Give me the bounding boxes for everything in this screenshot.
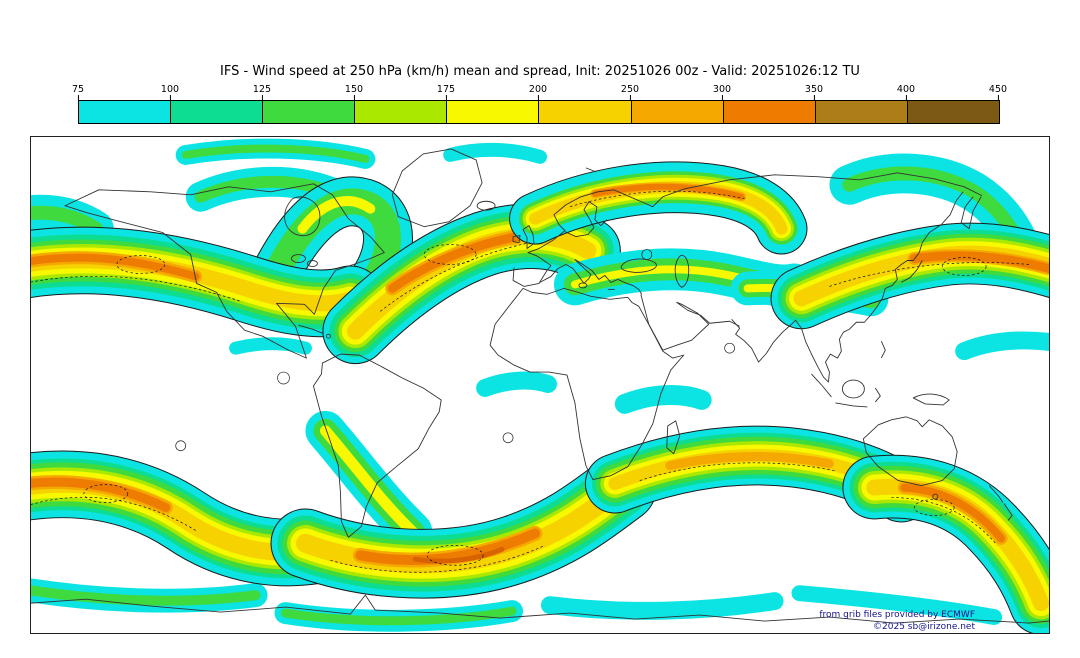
coastline-africa	[489, 287, 685, 481]
colorbar	[78, 100, 1000, 124]
world-wind-map	[31, 137, 1049, 633]
colorbar-tick-label: 400	[896, 84, 916, 100]
coastline-south-america	[312, 353, 442, 538]
colorbar-tick-label: 150	[344, 84, 364, 100]
coastline-iceland	[476, 200, 496, 211]
colorbar-cell	[815, 101, 908, 123]
coastline-india-se-asia	[731, 191, 964, 383]
colorbar-tick-label: 175	[436, 84, 456, 100]
coastline-australia	[862, 416, 958, 487]
coastline-mediterranean-north	[539, 259, 643, 295]
coastlines	[31, 148, 1049, 624]
chart-title: IFS - Wind speed at 250 hPa (km/h) mean …	[220, 64, 860, 79]
coastline-svalbard	[585, 167, 597, 173]
coastline-europe-arctic	[512, 172, 983, 287]
coastline-new-zealand-south	[1003, 503, 1013, 521]
coastline-sulawesi	[874, 387, 881, 403]
coastline-black-sea	[620, 258, 657, 273]
colorbar-tick-label: 300	[712, 84, 732, 100]
colorbar-cell	[723, 101, 816, 123]
coastline-tasmania	[932, 493, 939, 500]
coastline-java	[835, 402, 868, 408]
coastline-great-lakes-2	[307, 260, 318, 267]
colorbar-tick-label: 125	[252, 84, 272, 100]
coastline-new-guinea	[912, 393, 950, 406]
colorbar-tick-label: 100	[160, 84, 180, 100]
coastline-hudson-bay	[284, 196, 321, 237]
colorbar-cell	[539, 101, 632, 123]
coastline-sicily	[578, 282, 588, 289]
colorbar-tick-label: 350	[804, 84, 824, 100]
coastline-ireland	[512, 235, 521, 244]
attribution-source: from grib files provided by ECMWF	[819, 610, 975, 620]
colorbar-tick-label: 200	[528, 84, 548, 100]
attribution-copyright: ©2025 sb@irizone.net	[873, 622, 975, 632]
coastline-borneo	[841, 379, 865, 399]
coastline-baltic	[564, 201, 608, 238]
coastline-great-lakes	[291, 254, 306, 263]
coastline-greenland	[391, 148, 483, 228]
colorbar-tick-label: 75	[71, 84, 85, 100]
coastline-philippines	[880, 340, 886, 359]
spread-contours	[31, 190, 1030, 573]
coastline-kamchatka	[960, 196, 982, 230]
colorbar-cell	[355, 101, 448, 123]
coastline-caspian-sea	[674, 254, 690, 288]
coastline-caribbean	[298, 324, 323, 334]
colorbar-cell	[907, 101, 999, 123]
map-frame: from grib files provided by ECMWF ©2025 …	[30, 136, 1050, 634]
coastline-north-america	[64, 183, 385, 359]
colorbar-ticks: 75 100 125 150 175 200 250 300 350 400 450	[72, 84, 1007, 100]
colorbar-cell	[263, 101, 356, 123]
colorbar-cell	[79, 101, 172, 123]
colorbar-cell	[447, 101, 540, 123]
coastline-japan	[901, 260, 923, 283]
coastline-madagascar	[666, 420, 681, 455]
coastline-sumatra	[811, 373, 832, 398]
colorbar-cell	[171, 101, 264, 123]
colorbar-tick-label: 450	[988, 84, 1008, 100]
colorbar-cell	[631, 101, 724, 123]
coastline-new-zealand-north	[988, 485, 1004, 503]
coastline-hispaniola	[325, 333, 331, 339]
mean-contours	[175, 249, 735, 452]
colorbar-tick-label: 250	[620, 84, 640, 100]
coastline-arabia	[640, 294, 740, 351]
coastline-antarctica	[31, 594, 1049, 624]
coastline-britain	[522, 225, 535, 249]
